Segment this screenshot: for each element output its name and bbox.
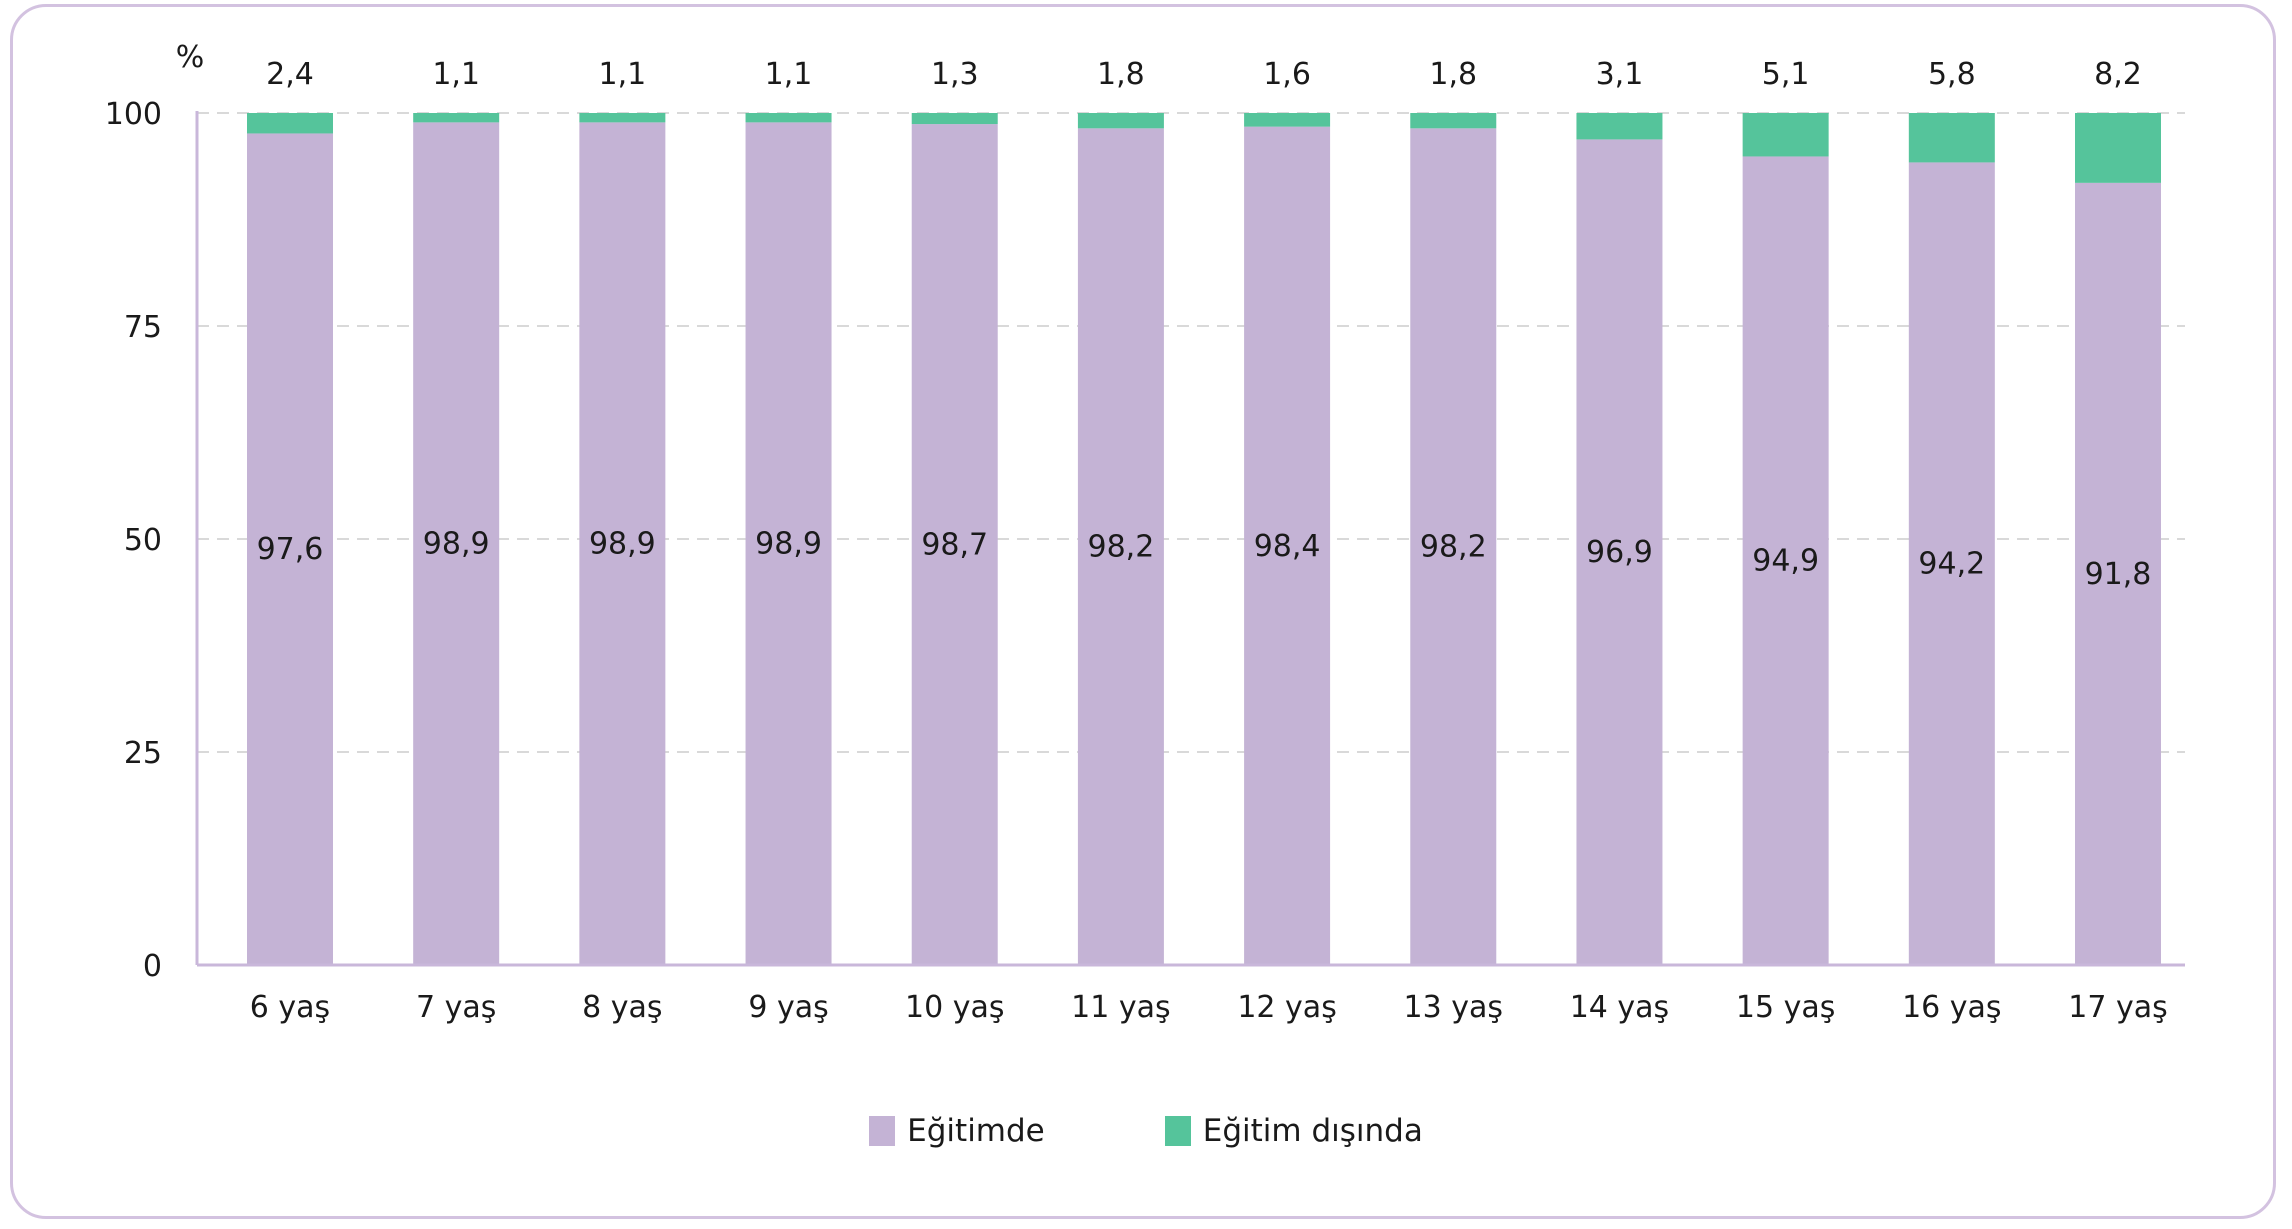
x-tick-label-2: 7 yaş xyxy=(416,990,496,1025)
bar-egitim-disinda-6 xyxy=(1077,113,1164,129)
bar-egitimde-9 xyxy=(1576,139,1663,966)
legend-item-egitim-disinda: Eğitim dışında xyxy=(1164,1113,1423,1149)
value-label-egitimde-9: 96,9 xyxy=(1586,535,1653,570)
bar-egitim-disinda-4 xyxy=(745,113,832,123)
bar-egitimde-6 xyxy=(1077,128,1164,965)
x-tick-label-9: 14 yaş xyxy=(1570,990,1669,1025)
y-tick-label-100: 100 xyxy=(105,97,162,132)
legend-label-egitim-disinda: Eğitim dışında xyxy=(1202,1113,1423,1149)
chart-frame xyxy=(10,4,2276,1219)
y-tick-label-75: 75 xyxy=(124,310,162,345)
bar-egitimde-8 xyxy=(1410,128,1497,965)
bar-egitimde-5 xyxy=(911,124,998,966)
legend-swatch-egitim-disinda xyxy=(1164,1116,1191,1146)
bar-egitim-disinda-8 xyxy=(1410,113,1497,129)
value-label-egitimde-12: 91,8 xyxy=(2085,557,2152,592)
labels: 0 25 50 75 100% 97,6 2,4 6 yaş 98,9 1,1 7 yaş 98,9 1… xyxy=(105,40,2168,1025)
y-tick-label-25: 25 xyxy=(124,736,162,771)
bar-egitim-disinda-7 xyxy=(1244,113,1331,127)
bar-egitimde-3 xyxy=(579,122,666,965)
value-label-egitimde-8: 98,2 xyxy=(1420,530,1487,565)
x-tick-label-4: 9 yaş xyxy=(748,990,828,1025)
y-axis-unit-label: % xyxy=(176,40,205,75)
x-tick-label-5: 10 yaş xyxy=(905,990,1004,1025)
bar-egitim-disinda-2 xyxy=(413,113,500,123)
x-tick-label-8: 13 yaş xyxy=(1404,990,1503,1025)
bar-egitimde-4 xyxy=(745,122,832,965)
value-label-egitim-disinda-4: 1,1 xyxy=(765,57,813,92)
legend-swatch-egitimde xyxy=(869,1116,896,1146)
bar-egitim-disinda-10 xyxy=(1742,113,1829,157)
bars xyxy=(247,113,2161,966)
value-label-egitimde-7: 98,4 xyxy=(1254,529,1321,564)
value-label-egitimde-11: 94,2 xyxy=(1918,547,1985,582)
bar-egitimde-1 xyxy=(247,133,333,965)
value-label-egitim-disinda-6: 1,8 xyxy=(1097,57,1145,92)
value-label-egitimde-3: 98,9 xyxy=(589,527,656,562)
x-tick-label-1: 6 yaş xyxy=(250,990,330,1025)
bar-egitim-disinda-5 xyxy=(911,113,998,125)
value-label-egitimde-2: 98,9 xyxy=(423,527,490,562)
value-label-egitimde-4: 98,9 xyxy=(755,527,822,562)
bar-egitimde-2 xyxy=(413,122,500,965)
value-label-egitim-disinda-8: 1,8 xyxy=(1429,57,1477,92)
value-label-egitim-disinda-2: 1,1 xyxy=(432,57,480,92)
bar-egitim-disinda-11 xyxy=(1908,113,1995,163)
value-label-egitim-disinda-12: 8,2 xyxy=(2094,57,2142,92)
bar-egitimde-7 xyxy=(1244,126,1331,965)
y-tick-label-50: 50 xyxy=(124,523,162,558)
x-tick-label-7: 12 yaş xyxy=(1237,990,1336,1025)
legend-label-egitimde: Eğitimde xyxy=(907,1113,1045,1149)
x-tick-label-12: 17 yaş xyxy=(2068,990,2167,1025)
bar-egitimde-11 xyxy=(1908,162,1995,965)
bar-egitimde-10 xyxy=(1742,156,1829,965)
grid-lines xyxy=(197,112,2185,753)
x-tick-label-3: 8 yaş xyxy=(582,990,662,1025)
value-label-egitimde-5: 98,7 xyxy=(921,528,988,563)
value-label-egitim-disinda-1: 2,4 xyxy=(266,57,314,92)
value-label-egitim-disinda-10: 5,1 xyxy=(1762,57,1810,92)
value-label-egitim-disinda-9: 3,1 xyxy=(1596,57,1644,92)
bar-egitim-disinda-1 xyxy=(247,113,333,134)
value-label-egitim-disinda-11: 5,8 xyxy=(1928,57,1976,92)
bar-egitimde-12 xyxy=(2075,182,2161,965)
bar-egitim-disinda-9 xyxy=(1576,113,1663,140)
x-tick-label-11: 16 yaş xyxy=(1902,990,2001,1025)
value-label-egitimde-10: 94,9 xyxy=(1752,544,1819,579)
value-label-egitimde-6: 98,2 xyxy=(1088,530,1155,565)
x-tick-label-6: 11 yaş xyxy=(1071,990,1170,1025)
value-label-egitim-disinda-7: 1,6 xyxy=(1263,57,1311,92)
value-label-egitim-disinda-3: 1,1 xyxy=(599,57,647,92)
x-tick-label-10: 15 yaş xyxy=(1736,990,1835,1025)
legend: Eğitimde Eğitim dışında xyxy=(0,1113,2292,1149)
legend-item-egitimde: Eğitimde xyxy=(869,1113,1045,1149)
bar-egitim-disinda-3 xyxy=(579,113,666,123)
axes xyxy=(195,111,2185,967)
value-label-egitim-disinda-5: 1,3 xyxy=(931,57,979,92)
bar-egitim-disinda-12 xyxy=(2075,113,2161,183)
y-tick-label-0: 0 xyxy=(143,949,162,984)
value-label-egitimde-1: 97,6 xyxy=(257,532,324,567)
